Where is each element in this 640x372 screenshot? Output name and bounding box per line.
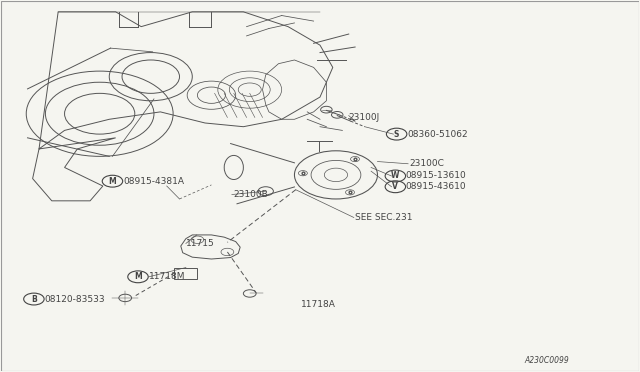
- Text: M: M: [109, 177, 116, 186]
- Text: 11718A: 11718A: [301, 300, 336, 309]
- Text: 23100C: 23100C: [410, 159, 444, 168]
- Text: 08915-43610: 08915-43610: [406, 182, 466, 191]
- Text: SEE SEC.231: SEE SEC.231: [355, 213, 413, 222]
- Text: S: S: [394, 129, 399, 139]
- Text: 11718M: 11718M: [149, 272, 186, 281]
- Text: B: B: [31, 295, 36, 304]
- Text: 08915-13610: 08915-13610: [406, 171, 467, 180]
- Text: A230C0099: A230C0099: [524, 356, 569, 365]
- Text: 23100J: 23100J: [349, 113, 380, 122]
- Text: 23100B: 23100B: [234, 190, 269, 199]
- Text: 11715: 11715: [186, 239, 214, 248]
- Text: 08360-51062: 08360-51062: [408, 129, 468, 139]
- Text: 08915-4381A: 08915-4381A: [124, 177, 184, 186]
- Text: V: V: [392, 182, 398, 191]
- Text: 08120-83533: 08120-83533: [44, 295, 105, 304]
- Text: W: W: [391, 171, 399, 180]
- Text: M: M: [134, 272, 142, 281]
